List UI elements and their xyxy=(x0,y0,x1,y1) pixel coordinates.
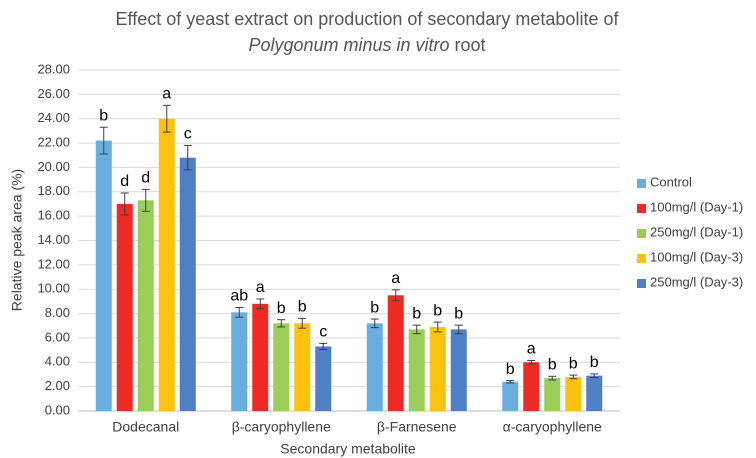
significance-letter: b xyxy=(590,354,599,371)
legend-swatch xyxy=(637,179,646,188)
y-tick-label: 4.00 xyxy=(45,354,70,369)
x-tick-label: α-caryophyllene xyxy=(503,419,602,435)
significance-letter: d xyxy=(141,170,150,187)
y-tick-label: 14.00 xyxy=(37,232,70,247)
legend-swatch xyxy=(637,229,646,238)
legend-label: 100mg/l (Day-1) xyxy=(650,199,743,214)
significance-letter: d xyxy=(120,173,129,190)
legend-swatch xyxy=(637,279,646,288)
y-tick-label: 18.00 xyxy=(37,183,70,198)
significance-letter: b xyxy=(412,305,421,322)
x-tick-label: β-Farnesene xyxy=(377,419,457,435)
y-tick-label: 24.00 xyxy=(37,110,70,125)
y-tick-label: 6.00 xyxy=(45,329,70,344)
y-tick-label: 16.00 xyxy=(37,208,70,223)
x-tick-label: β-caryophyllene xyxy=(232,419,331,435)
significance-letter: c xyxy=(184,126,192,143)
y-tick-label: 8.00 xyxy=(45,305,70,320)
bar xyxy=(294,323,311,411)
legend-label: 250mg/l (Day-3) xyxy=(650,274,743,289)
y-axis-label: Relative peak area (%) xyxy=(9,169,25,311)
legend-label: Control xyxy=(650,174,692,189)
bar xyxy=(137,200,154,411)
bar xyxy=(366,323,383,411)
bar xyxy=(387,295,404,411)
significance-letter: a xyxy=(527,341,536,358)
significance-letter: c xyxy=(319,324,327,341)
bar xyxy=(158,118,175,411)
y-tick-label: 2.00 xyxy=(45,378,70,393)
bar xyxy=(586,375,603,411)
bar xyxy=(95,140,112,411)
legend-swatch xyxy=(637,204,646,213)
significance-letter: b xyxy=(506,361,515,378)
bar xyxy=(544,378,561,411)
bar xyxy=(315,346,332,411)
significance-letter: b xyxy=(548,357,557,374)
y-tick-label: 20.00 xyxy=(37,159,70,174)
bar xyxy=(179,157,196,411)
legend-swatch xyxy=(637,254,646,263)
significance-letter: b xyxy=(370,299,379,316)
bar xyxy=(252,303,269,411)
bar xyxy=(523,362,540,411)
significance-letter: a xyxy=(256,279,265,296)
significance-letter: a xyxy=(162,86,171,103)
y-tick-label: 28.00 xyxy=(37,61,70,76)
x-tick-label: Dodecanal xyxy=(112,419,179,435)
y-tick-label: 22.00 xyxy=(37,135,70,150)
significance-letter: a xyxy=(391,270,400,287)
chart-title-italic: Polygonum minus in vitro xyxy=(248,35,449,55)
bar xyxy=(565,376,582,411)
x-axis-label: Secondary metabolite xyxy=(280,441,416,457)
bar xyxy=(429,326,446,411)
bar xyxy=(116,203,133,411)
chart-title: Effect of yeast extract on production of… xyxy=(116,9,620,29)
bar xyxy=(231,312,248,411)
significance-letter: ab xyxy=(230,288,248,305)
significance-letter: b xyxy=(569,355,578,372)
chart-title-end: root xyxy=(455,35,486,55)
significance-letter: b xyxy=(99,107,108,124)
significance-letter: b xyxy=(433,302,442,319)
bar xyxy=(450,329,467,411)
significance-letter: b xyxy=(454,305,463,322)
bar xyxy=(408,329,425,411)
y-tick-label: 0.00 xyxy=(45,402,70,417)
y-tick-label: 26.00 xyxy=(37,86,70,101)
legend-label: 250mg/l (Day-1) xyxy=(650,224,743,239)
bar xyxy=(273,323,290,411)
y-tick-label: 10.00 xyxy=(37,281,70,296)
y-tick-label: 12.00 xyxy=(37,256,70,271)
chart-title-2: Polygonum minus in vitro root xyxy=(248,35,485,55)
significance-letter: b xyxy=(298,299,307,316)
legend-label: 100mg/l (Day-3) xyxy=(650,249,743,264)
significance-letter: b xyxy=(277,300,286,317)
bar xyxy=(502,381,519,411)
